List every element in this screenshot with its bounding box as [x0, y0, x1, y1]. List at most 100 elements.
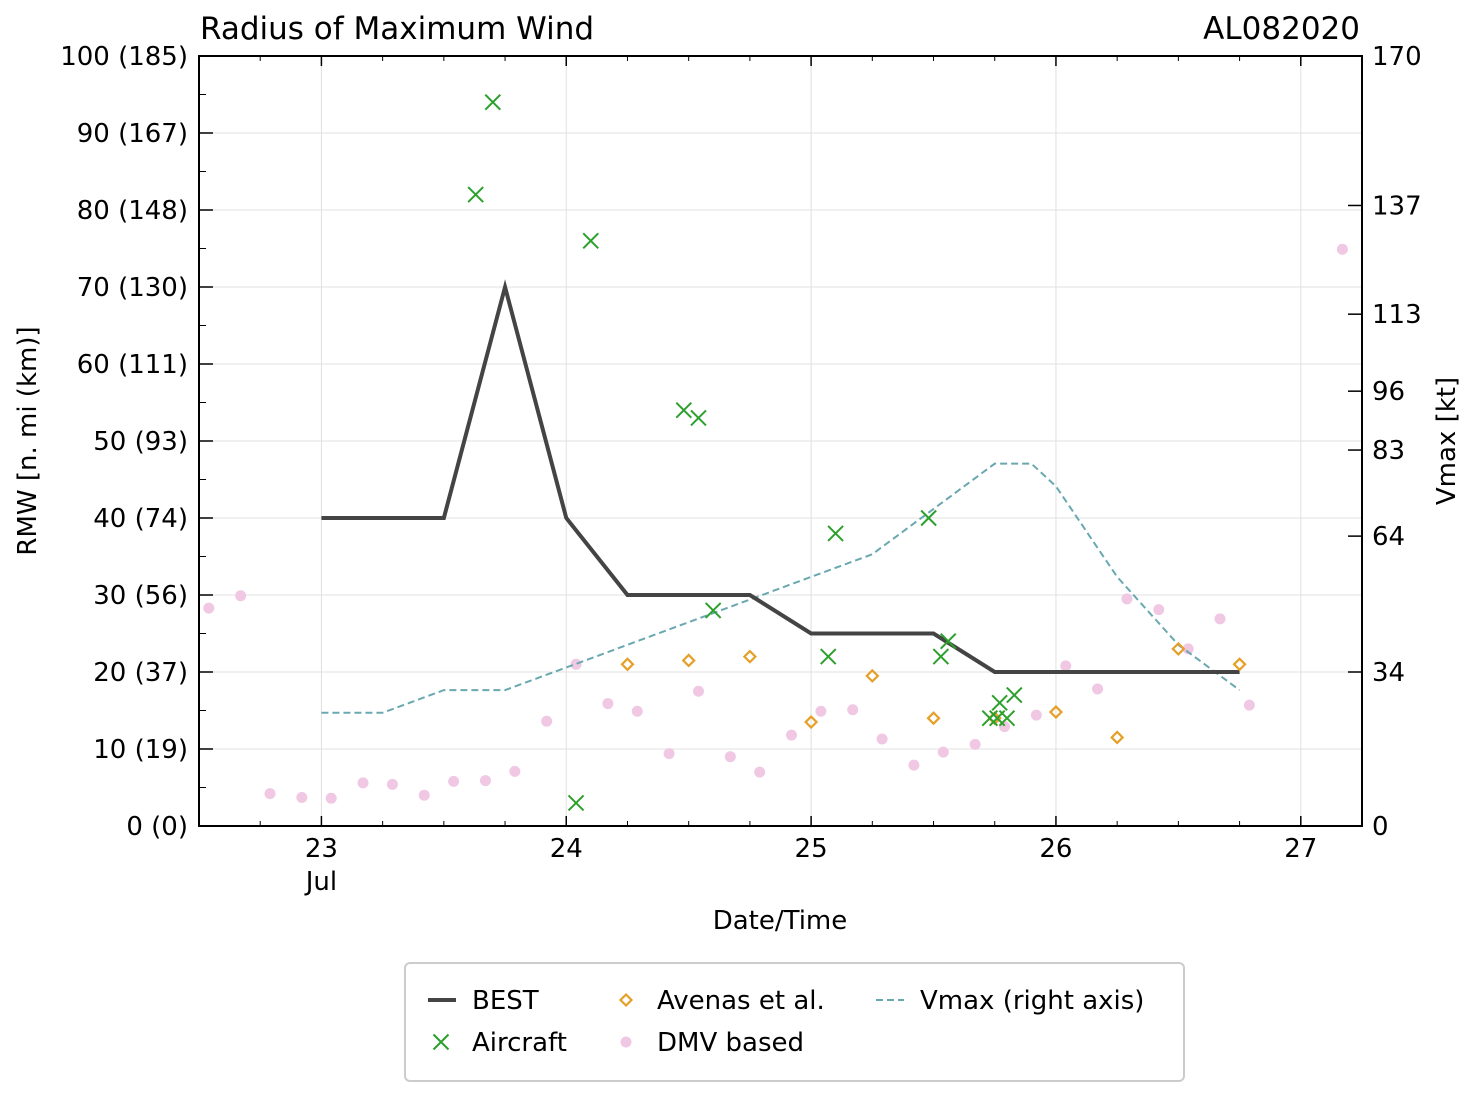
aircraft-point-stroke	[467, 186, 484, 203]
dmv-point	[620, 1036, 632, 1048]
x-tick-label: 27	[1284, 834, 1317, 864]
dmv-point	[1153, 604, 1165, 616]
aircraft-point	[998, 709, 1016, 727]
dmv-point	[1030, 709, 1042, 721]
dmv-point	[235, 590, 247, 602]
dmv-point	[602, 698, 614, 710]
y-axis-label: RMW [n. mi (km)]	[13, 326, 43, 555]
legend: BEST Aircraft Avenas et al. DMV based Vmax (…	[404, 962, 1185, 1082]
x-tick-label: 26	[1039, 834, 1072, 864]
legend-label: Aircraft	[472, 1028, 567, 1058]
dmv-point	[876, 733, 888, 745]
dmv-point	[296, 792, 308, 804]
avenas-point	[1110, 730, 1125, 745]
x-tick-label: 25	[795, 834, 828, 864]
aircraft-point	[932, 648, 950, 665]
dmv-point	[1214, 613, 1226, 625]
y-tick-label: 30 (56)	[93, 581, 188, 611]
aircraft-point-stroke	[690, 409, 707, 427]
aircraft-point-stroke	[981, 709, 999, 727]
aircraft-point-stroke	[932, 648, 950, 665]
aircraft-point-stroke	[820, 648, 837, 665]
series-layer	[203, 93, 1348, 812]
aircraft-point	[690, 409, 707, 427]
dmv-point	[386, 778, 398, 790]
grid	[199, 56, 1362, 826]
dmv-point	[357, 777, 369, 789]
dmv-point	[937, 746, 949, 758]
aircraft-point	[981, 709, 999, 727]
aircraft-point	[704, 602, 722, 619]
aircraft-point	[827, 525, 844, 542]
aircraft-point-stroke	[704, 602, 722, 619]
y2-tick-label: 0	[1372, 812, 1389, 842]
y2-tick-label: 113	[1372, 300, 1422, 330]
dmv-point	[325, 792, 337, 804]
dmv-point	[264, 788, 276, 800]
avenas-point	[620, 657, 635, 672]
dmv-point	[418, 789, 430, 801]
aircraft-point-stroke	[582, 232, 599, 250]
aircraft-point	[567, 794, 585, 812]
aircraft-point	[920, 509, 937, 527]
dmv-point	[448, 775, 460, 787]
y2-tick-label: 137	[1372, 191, 1422, 221]
y-tick-label: 70 (130)	[77, 273, 188, 303]
dmv-point	[754, 766, 766, 778]
chart-title: Radius of Maximum Wind	[200, 11, 594, 47]
dmv-point	[479, 775, 491, 787]
dmv-point	[815, 705, 827, 717]
avenas-point	[1048, 704, 1064, 720]
aircraft-point-stroke	[675, 401, 692, 419]
avenas-point	[804, 714, 819, 730]
legend-label: DMV based	[657, 1028, 804, 1058]
dmv-point	[847, 704, 859, 716]
x-tick-sublabel: Jul	[304, 867, 337, 897]
avenas-point	[1171, 641, 1186, 656]
dmv-point	[631, 705, 643, 717]
dmv-point	[1092, 683, 1104, 695]
aircraft-point	[940, 632, 957, 650]
legend-label: Vmax (right axis)	[920, 986, 1144, 1016]
dmv-point	[908, 759, 920, 771]
best-track-line	[321, 279, 1240, 674]
legend-item: BEST	[428, 986, 539, 1016]
avenas-point	[742, 649, 757, 664]
y-tick-label: 20 (37)	[93, 658, 188, 688]
dmv-point	[786, 729, 798, 741]
aircraft-point-stroke	[1006, 686, 1023, 704]
x-axis-label: Date/Time	[713, 906, 848, 936]
y-tick-label: 100 (185)	[60, 42, 188, 72]
legend-item: Avenas et al.	[618, 986, 825, 1016]
aircraft-point-stroke	[567, 794, 585, 812]
aircraft-point	[1006, 686, 1023, 704]
dmv-point	[509, 765, 521, 777]
avenas-point	[618, 992, 634, 1008]
avenas-point	[681, 653, 696, 668]
legend-label: BEST	[472, 986, 539, 1016]
avenas-point	[865, 668, 880, 683]
aircraft-point-stroke	[432, 1033, 450, 1051]
aircraft-point	[432, 1033, 450, 1051]
aircraft-point-stroke	[991, 694, 1008, 712]
legend-item: Vmax (right axis)	[876, 986, 1144, 1016]
x-tick-label: 24	[550, 834, 583, 864]
dmv-point	[1243, 699, 1255, 711]
aircraft-point	[467, 186, 484, 203]
vmax-line	[321, 462, 1241, 714]
legend-label: Avenas et al.	[657, 986, 825, 1016]
aircraft-point	[820, 648, 837, 665]
y2-tick-label: 64	[1372, 522, 1405, 552]
dmv-point	[969, 738, 981, 750]
aircraft-point	[582, 232, 599, 250]
dmv-point	[203, 602, 215, 614]
y-tick-label: 60 (111)	[77, 350, 188, 380]
y2-tick-label: 96	[1372, 377, 1405, 407]
aircraft-point	[484, 93, 502, 111]
x-tick-label: 23	[305, 834, 338, 864]
legend-box	[404, 962, 1185, 1082]
legend-item: Aircraft	[432, 1028, 567, 1058]
avenas-point	[1232, 657, 1247, 672]
